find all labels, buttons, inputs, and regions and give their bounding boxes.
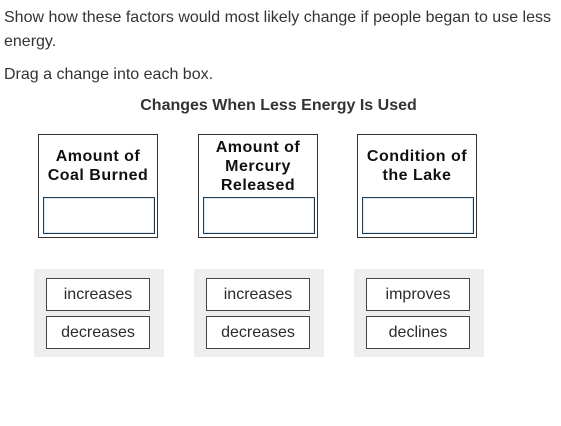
choice-chip[interactable]: improves	[366, 278, 470, 311]
choice-chip[interactable]: increases	[206, 278, 310, 311]
choice-chip[interactable]: increases	[46, 278, 150, 311]
choice-chip[interactable]: decreases	[46, 316, 150, 349]
target-lake-condition: Condition of the Lake	[357, 134, 477, 238]
question-prompt: Show how these factors would most likely…	[4, 9, 551, 50]
choice-panel-coal: increases decreases	[34, 269, 164, 357]
drop-slot-lake[interactable]	[362, 197, 474, 234]
choice-chip[interactable]: declines	[366, 316, 470, 349]
choice-panel-mercury: increases decreases	[194, 269, 324, 357]
drag-instruction: Drag a change into each box.	[4, 66, 214, 83]
target-coal-burned: Amount of Coal Burned	[38, 134, 158, 238]
target-heading-lake: Condition of the Lake	[366, 148, 468, 184]
drop-slot-mercury[interactable]	[203, 197, 315, 234]
table-title-text: Changes When Less Energy Is Used	[140, 97, 417, 114]
target-mercury-released: Amount of Mercury Released	[198, 134, 318, 238]
target-heading-coal: Amount of Coal Burned	[47, 148, 149, 184]
drop-slot-coal[interactable]	[43, 197, 155, 234]
target-heading-mercury: Amount of Mercury Released	[215, 138, 301, 194]
choice-panel-lake: improves declines	[354, 269, 484, 357]
choice-chip[interactable]: decreases	[206, 316, 310, 349]
table-title: Changes When Less Energy Is Used	[0, 97, 561, 115]
